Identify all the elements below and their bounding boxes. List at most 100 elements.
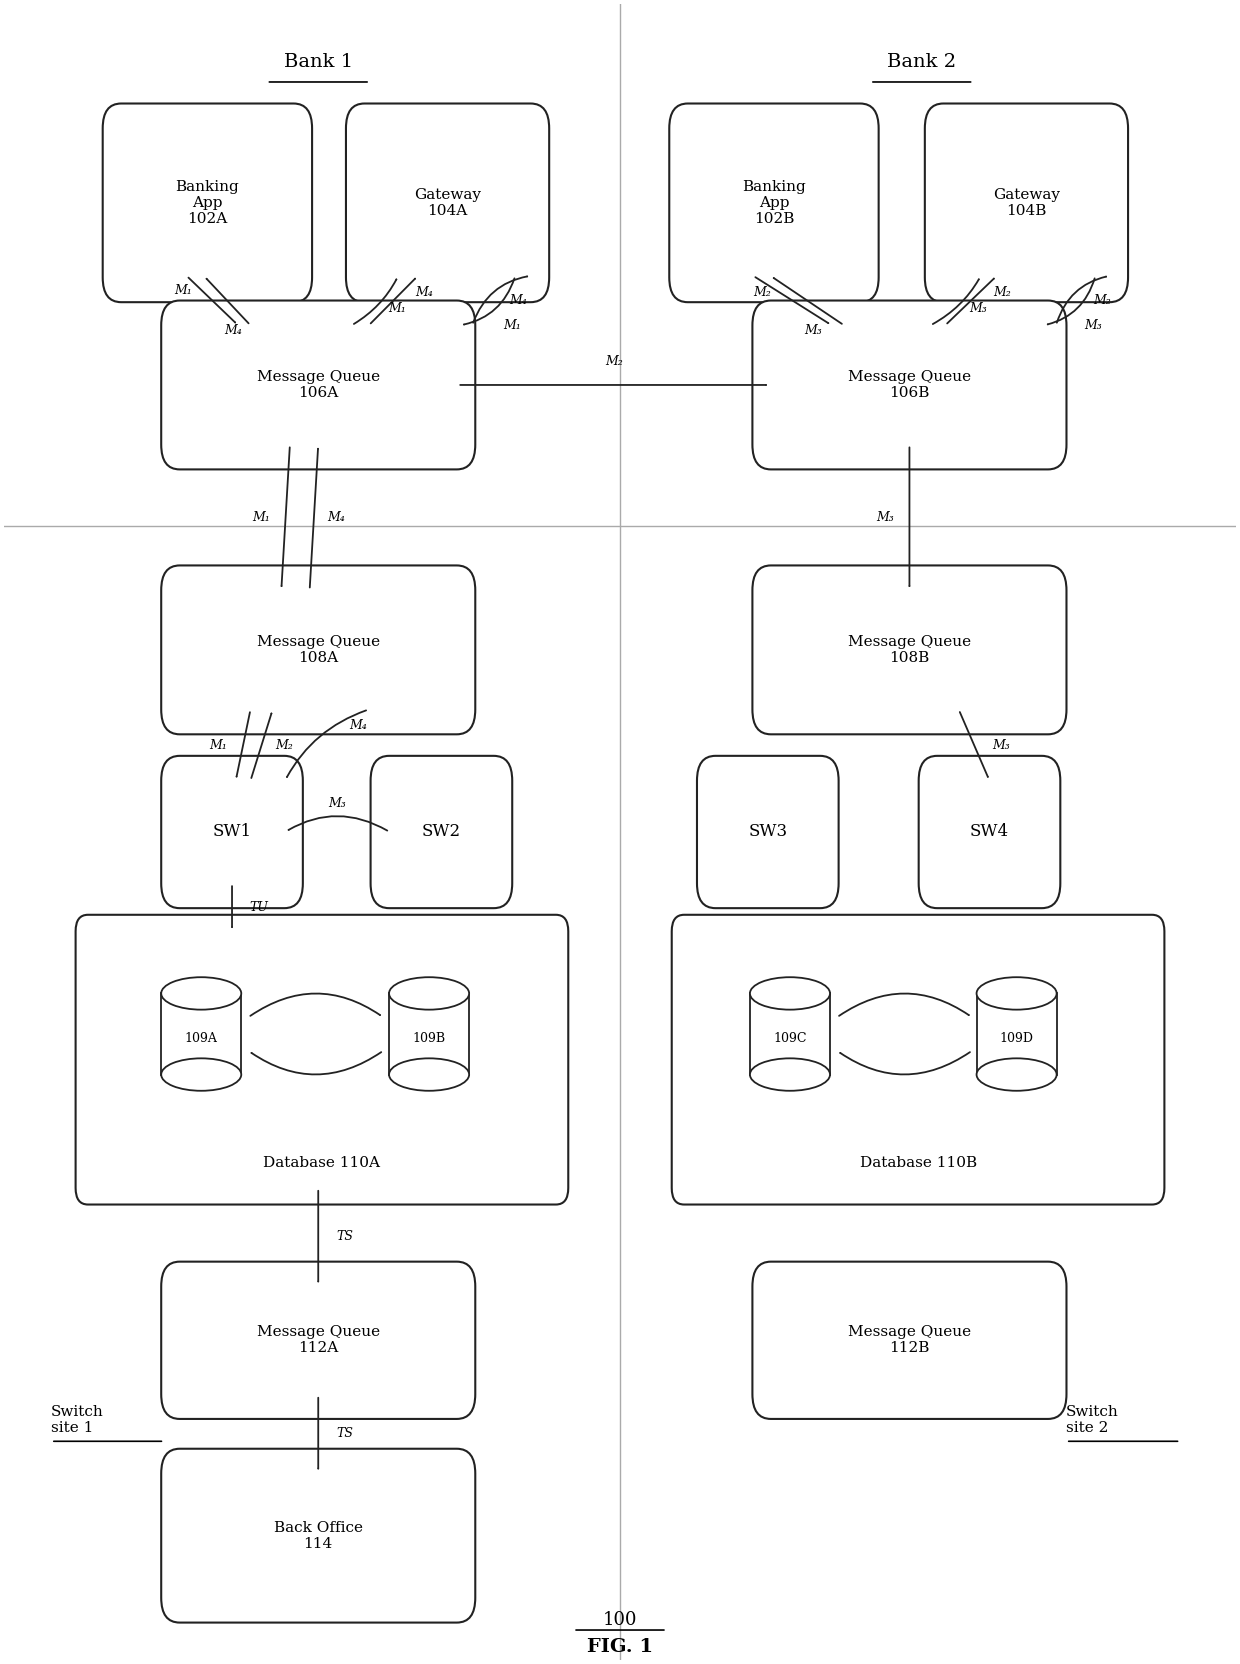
Text: Gateway
104B: Gateway 104B bbox=[993, 188, 1060, 218]
Text: Message Queue
112B: Message Queue 112B bbox=[848, 1325, 971, 1356]
Bar bbox=[750, 993, 830, 1075]
Ellipse shape bbox=[750, 1058, 830, 1092]
Text: M₁: M₁ bbox=[210, 739, 227, 752]
Text: M₂: M₂ bbox=[275, 739, 293, 752]
Text: Gateway
104A: Gateway 104A bbox=[414, 188, 481, 218]
Text: 109C: 109C bbox=[774, 1032, 807, 1045]
Text: M₃: M₃ bbox=[329, 797, 346, 810]
Text: M₂: M₂ bbox=[1092, 295, 1111, 308]
FancyArrowPatch shape bbox=[281, 448, 290, 586]
Text: TS: TS bbox=[337, 1230, 353, 1243]
Text: Bank 1: Bank 1 bbox=[284, 53, 353, 72]
Text: Switch
site 1: Switch site 1 bbox=[51, 1404, 104, 1434]
Text: M₁: M₁ bbox=[174, 285, 192, 298]
FancyArrowPatch shape bbox=[474, 276, 527, 323]
Text: Message Queue
108A: Message Queue 108A bbox=[257, 634, 379, 666]
Text: Database 110B: Database 110B bbox=[859, 1156, 977, 1170]
Text: Switch
site 2: Switch site 2 bbox=[1066, 1404, 1118, 1434]
FancyBboxPatch shape bbox=[161, 1449, 475, 1622]
FancyArrowPatch shape bbox=[250, 993, 381, 1015]
FancyBboxPatch shape bbox=[670, 103, 879, 303]
Text: SW4: SW4 bbox=[970, 824, 1009, 840]
FancyArrowPatch shape bbox=[252, 714, 272, 779]
FancyArrowPatch shape bbox=[1056, 276, 1106, 323]
Ellipse shape bbox=[977, 1058, 1056, 1092]
FancyBboxPatch shape bbox=[697, 755, 838, 909]
Text: TU: TU bbox=[249, 900, 269, 914]
FancyArrowPatch shape bbox=[774, 278, 842, 324]
FancyArrowPatch shape bbox=[207, 280, 248, 323]
Text: SW1: SW1 bbox=[212, 824, 252, 840]
FancyBboxPatch shape bbox=[919, 755, 1060, 909]
FancyArrowPatch shape bbox=[371, 278, 415, 323]
Text: M₁: M₁ bbox=[388, 303, 405, 314]
FancyBboxPatch shape bbox=[76, 915, 568, 1205]
Text: M₃: M₃ bbox=[992, 739, 1011, 752]
FancyArrowPatch shape bbox=[353, 280, 397, 324]
Text: M₃: M₃ bbox=[968, 303, 987, 314]
Text: Back Office
114: Back Office 114 bbox=[274, 1521, 363, 1551]
Text: M₃: M₃ bbox=[875, 511, 894, 524]
Text: M₄: M₄ bbox=[327, 511, 345, 524]
FancyBboxPatch shape bbox=[753, 1261, 1066, 1419]
Text: M₃: M₃ bbox=[1084, 319, 1102, 331]
FancyArrowPatch shape bbox=[464, 278, 515, 324]
FancyArrowPatch shape bbox=[932, 280, 978, 324]
FancyArrowPatch shape bbox=[237, 712, 250, 777]
Ellipse shape bbox=[161, 1058, 242, 1092]
Text: M₄: M₄ bbox=[415, 286, 433, 300]
FancyBboxPatch shape bbox=[925, 103, 1128, 303]
Text: M₂: M₂ bbox=[993, 286, 1011, 300]
FancyBboxPatch shape bbox=[161, 755, 303, 909]
FancyBboxPatch shape bbox=[161, 1261, 475, 1419]
Text: TS: TS bbox=[337, 1428, 353, 1441]
FancyArrowPatch shape bbox=[1048, 278, 1095, 324]
FancyBboxPatch shape bbox=[672, 915, 1164, 1205]
FancyArrowPatch shape bbox=[188, 278, 236, 323]
FancyArrowPatch shape bbox=[286, 711, 366, 777]
Text: M₁: M₁ bbox=[502, 319, 521, 331]
Text: 109B: 109B bbox=[413, 1032, 445, 1045]
FancyBboxPatch shape bbox=[371, 755, 512, 909]
Text: Bank 2: Bank 2 bbox=[887, 53, 956, 72]
Ellipse shape bbox=[161, 977, 242, 1010]
Text: M₄: M₄ bbox=[348, 719, 367, 732]
Text: Message Queue
106B: Message Queue 106B bbox=[848, 369, 971, 399]
Text: Banking
App
102A: Banking App 102A bbox=[176, 180, 239, 226]
Text: Message Queue
112A: Message Queue 112A bbox=[257, 1325, 379, 1356]
Ellipse shape bbox=[389, 1058, 469, 1092]
Text: 109A: 109A bbox=[185, 1032, 218, 1045]
FancyBboxPatch shape bbox=[753, 301, 1066, 469]
FancyArrowPatch shape bbox=[289, 815, 387, 830]
FancyArrowPatch shape bbox=[947, 278, 994, 323]
Ellipse shape bbox=[750, 977, 830, 1010]
Text: Database 110A: Database 110A bbox=[263, 1156, 381, 1170]
Text: 100: 100 bbox=[603, 1611, 637, 1629]
FancyBboxPatch shape bbox=[753, 566, 1066, 734]
FancyArrowPatch shape bbox=[310, 449, 317, 587]
Text: Message Queue
108B: Message Queue 108B bbox=[848, 634, 971, 666]
Text: Banking
App
102B: Banking App 102B bbox=[742, 180, 806, 226]
FancyBboxPatch shape bbox=[346, 103, 549, 303]
FancyArrowPatch shape bbox=[841, 1052, 970, 1075]
Text: SW2: SW2 bbox=[422, 824, 461, 840]
Bar bbox=[161, 993, 242, 1075]
Text: FIG. 1: FIG. 1 bbox=[587, 1637, 653, 1656]
Text: SW3: SW3 bbox=[748, 824, 787, 840]
Text: 109D: 109D bbox=[999, 1032, 1034, 1045]
Bar bbox=[977, 993, 1056, 1075]
FancyBboxPatch shape bbox=[161, 301, 475, 469]
Text: M₃: M₃ bbox=[805, 324, 822, 336]
FancyArrowPatch shape bbox=[755, 278, 828, 323]
Text: M₂: M₂ bbox=[753, 286, 770, 300]
FancyBboxPatch shape bbox=[103, 103, 312, 303]
FancyBboxPatch shape bbox=[161, 566, 475, 734]
Text: M₁: M₁ bbox=[252, 511, 270, 524]
FancyArrowPatch shape bbox=[839, 993, 968, 1015]
Text: M₄: M₄ bbox=[224, 324, 242, 336]
FancyArrowPatch shape bbox=[252, 1052, 381, 1075]
Text: M₂: M₂ bbox=[605, 356, 622, 368]
Text: M₄: M₄ bbox=[510, 295, 527, 308]
Bar bbox=[389, 993, 469, 1075]
Text: Message Queue
106A: Message Queue 106A bbox=[257, 369, 379, 399]
